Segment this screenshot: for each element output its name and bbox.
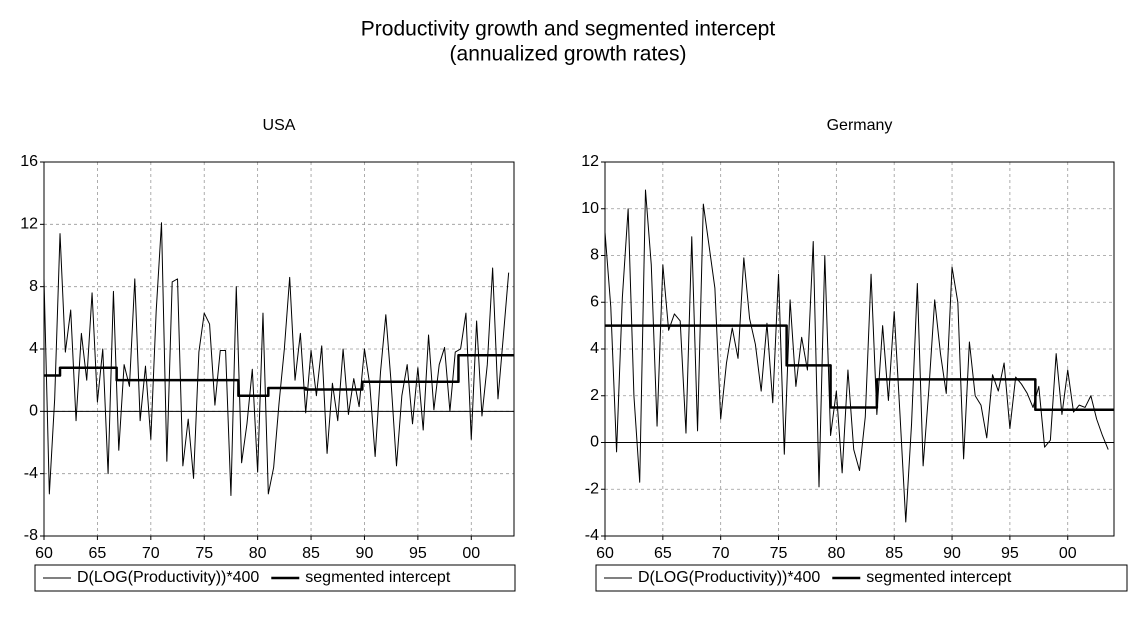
x-tick-label: 00 [462,545,480,562]
y-tick-label: 10 [581,200,599,217]
series-line [604,189,1109,523]
plot-frame [604,161,1115,537]
x-tick-label: 95 [409,545,427,562]
y-tick-label: 0 [590,434,599,451]
y-tick-label: 4 [590,340,599,357]
series-line [43,222,510,496]
legend-label: D(LOG(Productivity))*400 [638,569,820,586]
legend-label: D(LOG(Productivity))*400 [77,569,259,586]
x-tick-label: 95 [1001,545,1019,562]
x-tick-label: 60 [596,545,614,562]
y-tick-label: 16 [20,153,38,170]
y-tick-label: 8 [29,278,38,295]
x-tick-label: 80 [249,545,267,562]
x-tick-label: 70 [142,545,160,562]
y-tick-label: -4 [24,465,38,482]
x-tick-label: 90 [356,545,374,562]
y-tick-label: 4 [29,340,38,357]
x-tick-label: 90 [943,545,961,562]
y-tick-label: -8 [24,527,38,544]
y-tick-label: -4 [585,527,599,544]
x-tick-label: 70 [712,545,730,562]
y-tick-label: 12 [20,216,38,233]
y-tick-label: 8 [590,247,599,264]
series-line [605,324,1114,412]
y-tick-label: 2 [590,387,599,404]
y-tick-label: 0 [29,403,38,420]
x-tick-label: 60 [35,545,53,562]
x-tick-label: 65 [89,545,107,562]
plot-frame [43,161,515,537]
x-tick-label: 80 [827,545,845,562]
x-tick-label: 75 [770,545,788,562]
x-tick-label: 85 [302,545,320,562]
legend-label: segmented intercept [305,569,451,586]
series-line [44,353,514,397]
x-tick-label: 65 [654,545,672,562]
x-tick-label: 00 [1059,545,1077,562]
x-tick-label: 75 [195,545,213,562]
figure-subtitle: (annualized growth rates) [450,43,687,66]
y-tick-label: 12 [581,153,599,170]
panel-title: Germany [827,117,893,134]
figure-title: Productivity growth and segmented interc… [361,18,776,41]
legend-label: segmented intercept [866,569,1012,586]
y-tick-label: -2 [585,480,599,497]
panel-title: USA [263,117,296,134]
legend-box [595,564,1128,592]
y-tick-label: 6 [590,293,599,310]
x-tick-label: 85 [885,545,903,562]
